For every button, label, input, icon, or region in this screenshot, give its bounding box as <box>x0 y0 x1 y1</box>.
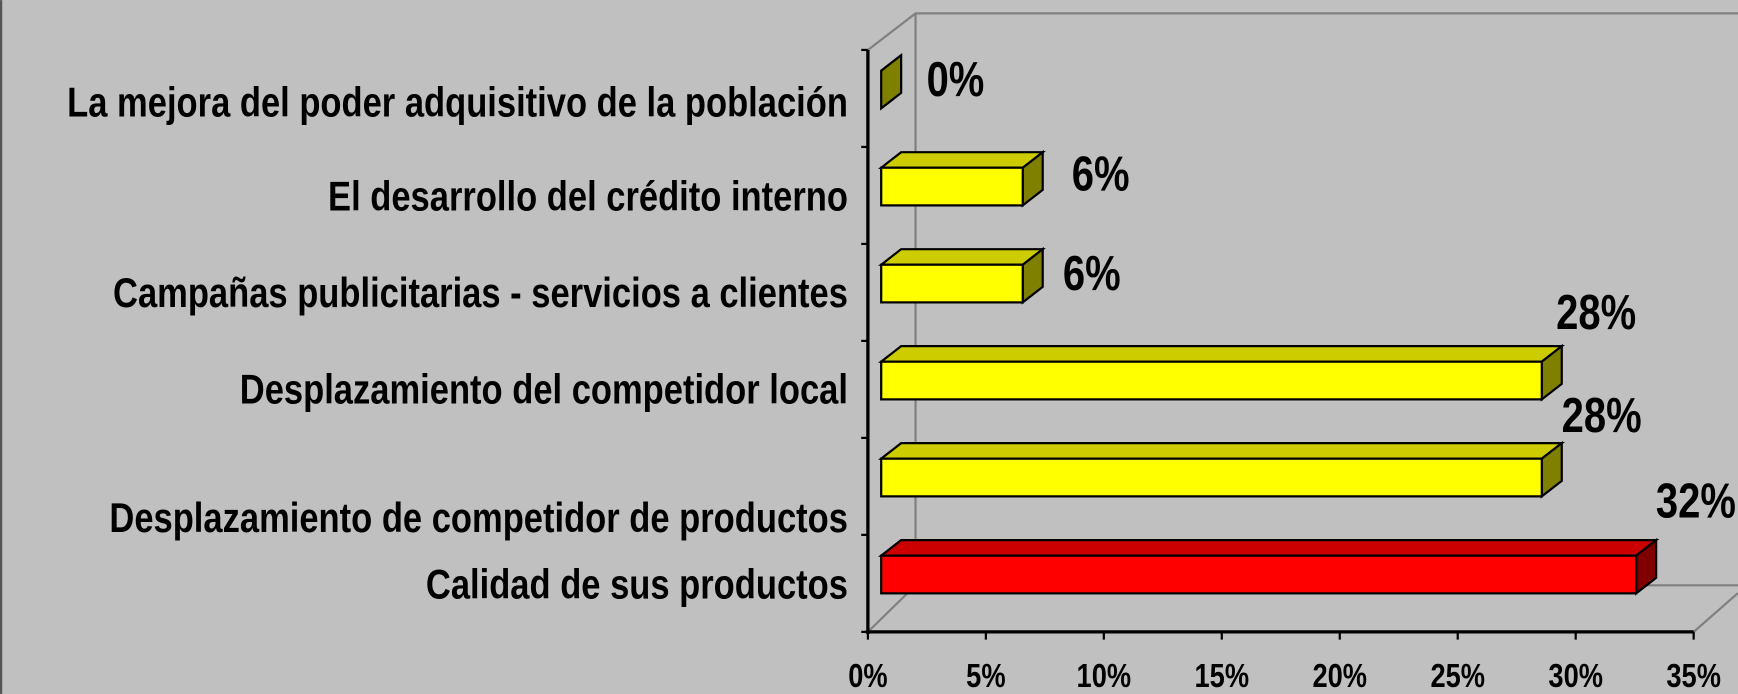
x-tick-label: 10% <box>1077 658 1132 694</box>
bar-face <box>880 263 1024 304</box>
bar <box>877 246 1046 305</box>
x-tick-label: 5% <box>966 658 1005 694</box>
x-tick-label: 20% <box>1312 658 1367 694</box>
bar-face <box>880 554 1638 595</box>
bar <box>877 440 1565 499</box>
bar <box>877 149 1046 208</box>
x-tick-label: 15% <box>1195 658 1250 694</box>
bar-face <box>880 457 1543 498</box>
category-label: Desplazamiento de competidor de producto… <box>109 495 848 542</box>
data-label: 6% <box>1072 148 1130 202</box>
bar <box>877 537 1660 596</box>
data-label: 28% <box>1562 389 1642 443</box>
bar <box>880 52 903 111</box>
bar-face <box>880 360 1543 401</box>
bar-face <box>877 345 1565 363</box>
floor-side <box>1692 592 1738 633</box>
category-label: El desarrollo del crédito interno <box>328 174 848 221</box>
category-label: Campañas publicitarias - servicios a cli… <box>113 270 848 317</box>
x-tick-label: 35% <box>1666 658 1721 694</box>
category-label: Calidad de sus productos <box>426 561 848 608</box>
data-label: 0% <box>927 53 985 107</box>
category-label: La mejora del poder adquisitivo de la po… <box>67 79 848 126</box>
bar-face <box>877 539 1660 557</box>
x-tick-label: 30% <box>1548 658 1603 694</box>
bar-face <box>877 248 1046 266</box>
data-label: 6% <box>1063 247 1121 301</box>
bar-face <box>880 166 1024 207</box>
category-label: Desplazamiento del competidor local <box>240 366 848 413</box>
bar-face <box>877 151 1046 169</box>
x-tick-label: 0% <box>848 658 887 694</box>
bar <box>877 343 1565 402</box>
bar-face <box>880 52 903 111</box>
data-label: 32% <box>1656 475 1736 529</box>
data-label: 28% <box>1556 286 1636 340</box>
x-tick-label: 25% <box>1430 658 1485 694</box>
bar-face <box>877 442 1565 460</box>
